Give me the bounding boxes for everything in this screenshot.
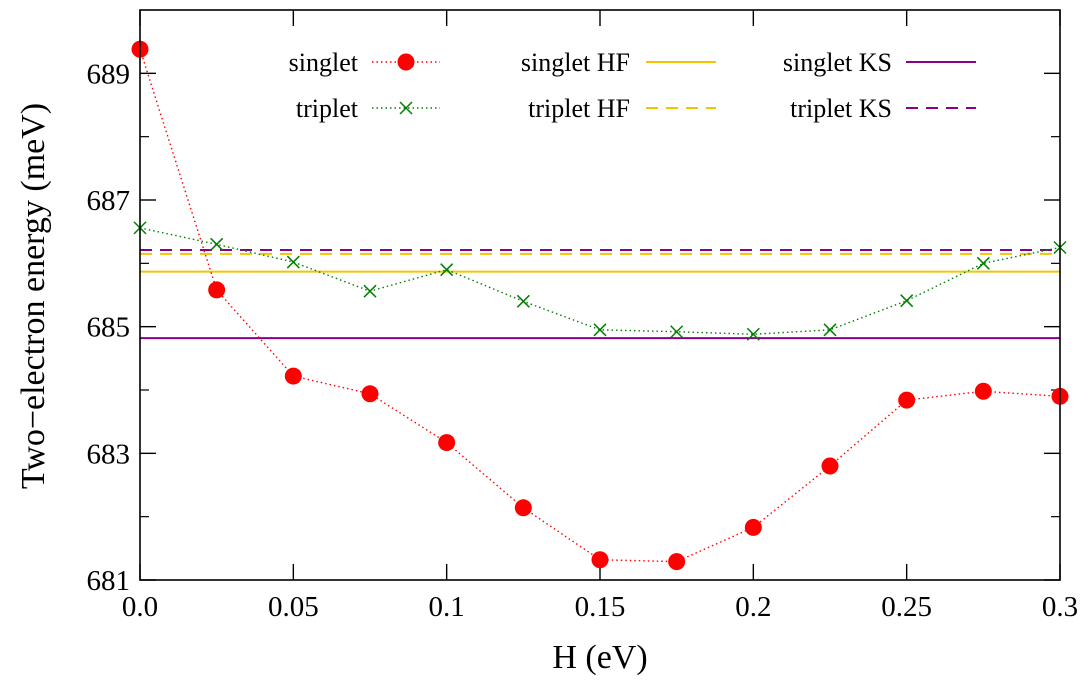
legend-label-triplet-ks: triplet KS bbox=[790, 94, 892, 123]
legend-marker-triplet bbox=[399, 101, 413, 115]
point-triplet bbox=[210, 237, 224, 251]
y-tick-label: 689 bbox=[87, 58, 131, 90]
legend-label-singlet: singlet bbox=[289, 48, 359, 77]
plot-frame bbox=[139, 9, 1061, 581]
y-tick-label: 685 bbox=[87, 312, 131, 344]
point-singlet bbox=[744, 518, 762, 536]
point-triplet bbox=[440, 263, 454, 277]
legend-label-triplet-hf: triplet HF bbox=[528, 94, 630, 123]
x-tick-label: 0.25 bbox=[881, 591, 932, 623]
point-triplet bbox=[670, 325, 684, 339]
point-singlet bbox=[668, 553, 686, 571]
point-triplet bbox=[593, 323, 607, 337]
data-series bbox=[131, 40, 1069, 571]
x-tick-label: 0.2 bbox=[735, 591, 771, 623]
point-singlet bbox=[208, 281, 226, 299]
point-singlet bbox=[821, 457, 839, 475]
x-tick-label: 0.05 bbox=[268, 591, 319, 623]
point-singlet bbox=[284, 367, 302, 385]
line-singlet bbox=[139, 49, 1061, 563]
point-triplet bbox=[516, 294, 530, 308]
point-triplet bbox=[900, 294, 914, 308]
point-singlet bbox=[974, 382, 992, 400]
point-triplet bbox=[363, 284, 377, 298]
legend-label-singlet-hf: singlet HF bbox=[521, 48, 630, 77]
line-triplet bbox=[139, 227, 1061, 335]
x-tick-label: 0.1 bbox=[429, 591, 465, 623]
legend-label-triplet: triplet bbox=[296, 94, 359, 123]
point-triplet bbox=[976, 256, 990, 270]
y-axis-ticks: 681 683 685 687 689 bbox=[87, 58, 1060, 597]
y-tick-label: 683 bbox=[87, 438, 131, 470]
point-singlet bbox=[898, 391, 916, 409]
x-tick-label: 0.0 bbox=[122, 591, 158, 623]
point-singlet bbox=[591, 551, 609, 569]
point-triplet bbox=[746, 327, 760, 341]
point-singlet bbox=[361, 385, 379, 403]
legend: singlet triplet singlet HF triplet HF single… bbox=[289, 48, 976, 123]
y-axis-label: Two−electron energy (meV) bbox=[15, 103, 52, 489]
point-triplet bbox=[823, 323, 837, 337]
reference-lines bbox=[140, 249, 1060, 340]
x-tick-label: 0.3 bbox=[1042, 591, 1078, 623]
x-axis-label: H (eV) bbox=[552, 639, 647, 676]
x-tick-label: 0.15 bbox=[575, 591, 626, 623]
legend-label-singlet-ks: singlet KS bbox=[783, 48, 892, 77]
point-singlet bbox=[438, 434, 456, 452]
point-singlet bbox=[514, 499, 532, 517]
y-tick-label: 681 bbox=[87, 565, 131, 597]
y-tick-label: 687 bbox=[87, 185, 131, 217]
point-triplet bbox=[286, 255, 300, 269]
legend-marker-singlet bbox=[397, 53, 415, 71]
